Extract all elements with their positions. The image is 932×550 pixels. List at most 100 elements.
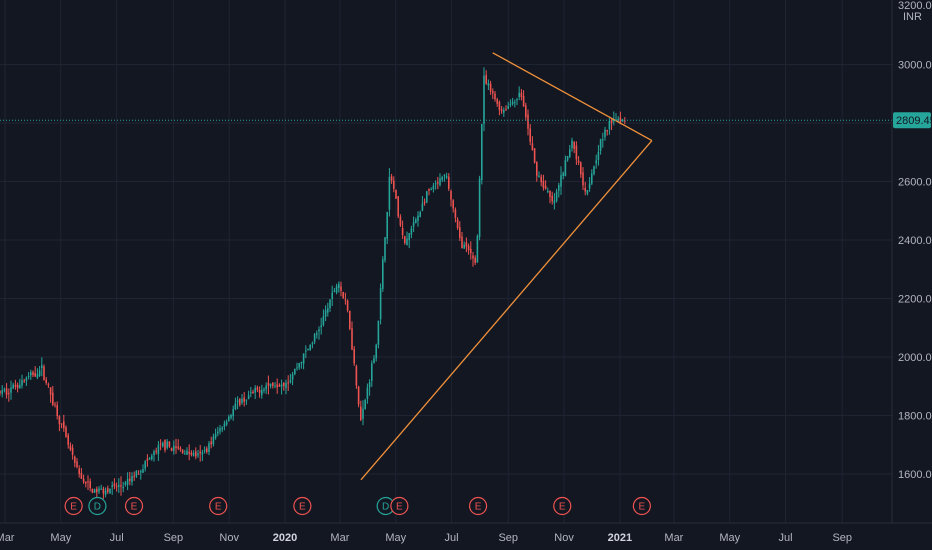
- candle-body: [188, 451, 190, 454]
- candle-body: [206, 448, 208, 453]
- event-marker-earnings[interactable]: E: [293, 496, 312, 516]
- candle-body: [586, 190, 589, 194]
- y-tick-label: 2000.00: [898, 352, 932, 364]
- candle-body: [85, 481, 87, 484]
- candle-body: [54, 404, 56, 406]
- candle-body: [219, 428, 221, 432]
- candle-body: [25, 377, 28, 381]
- candle-body: [287, 382, 289, 384]
- candle-body: [373, 358, 375, 364]
- candle-body: [177, 446, 179, 449]
- candle-body: [214, 433, 217, 438]
- candle-body: [428, 189, 430, 191]
- candle-body: [386, 212, 388, 239]
- candle-body: [47, 384, 50, 386]
- x-tick-label: Nov: [219, 532, 239, 544]
- candle-body: [93, 489, 96, 493]
- candle-body: [115, 485, 118, 488]
- event-marker-earnings[interactable]: E: [468, 496, 488, 516]
- x-tick-label: 2021: [608, 532, 632, 544]
- candle-body: [368, 382, 371, 388]
- current-price-tag: 2809.45: [893, 112, 932, 129]
- trendline-upper[interactable]: [492, 52, 653, 142]
- candle-body: [531, 143, 534, 151]
- candle-body: [450, 191, 452, 200]
- candle-body: [124, 482, 127, 485]
- candle-body: [239, 398, 241, 406]
- candle-body: [289, 380, 292, 383]
- earnings-marker-circle: [64, 496, 83, 516]
- trendline-lower[interactable]: [360, 140, 653, 481]
- earnings-marker-circle: [468, 496, 488, 516]
- candle-body: [441, 177, 443, 180]
- time-axis[interactable]: Mar May Jul Sep Nov 2020 Mar May Jul Sep Nov 2021 Ma…: [0, 532, 852, 544]
- earnings-marker-label: E: [639, 502, 646, 513]
- candle-body: [45, 379, 47, 384]
- candle-body: [516, 99, 518, 101]
- dividend-marker-label: D: [382, 502, 389, 513]
- candle-body: [562, 173, 564, 177]
- candle-body: [412, 222, 415, 227]
- candle-body: [120, 485, 122, 487]
- event-marker-earnings[interactable]: E: [64, 496, 83, 516]
- candle-body: [230, 414, 232, 418]
- candle-body: [307, 348, 309, 351]
- y-axis-top-label: 3200.00: [898, 0, 932, 12]
- candle-body: [49, 387, 52, 395]
- candle-body: [269, 383, 272, 387]
- candle-body: [210, 441, 212, 445]
- candle-body: [417, 215, 419, 221]
- candle-body: [514, 102, 516, 104]
- earnings-marker-circle: [209, 496, 228, 516]
- candle-body: [437, 182, 439, 184]
- candle-body: [241, 398, 243, 403]
- candle-body: [599, 139, 602, 151]
- candle-body: [104, 490, 107, 495]
- candle-body: [360, 406, 362, 420]
- candle-body: [258, 390, 261, 393]
- candle-body: [146, 458, 149, 461]
- event-marker-earnings[interactable]: E: [390, 496, 409, 516]
- candle-body: [0, 391, 1, 393]
- y-tick-label: 3000.00: [898, 60, 932, 72]
- candle-body: [584, 187, 586, 192]
- price-axis[interactable]: 3200.00 INR 1600.00 1800.00 2000.00 2200.00…: [898, 0, 932, 481]
- candle-body: [250, 392, 252, 394]
- candle-body: [175, 446, 177, 448]
- candle-body: [320, 325, 322, 328]
- x-tick-label: May: [385, 532, 406, 544]
- candle-body: [564, 160, 567, 176]
- candle-body: [331, 292, 333, 300]
- candle-body: [542, 180, 545, 188]
- event-marker-earnings[interactable]: E: [632, 496, 651, 516]
- x-tick-label: 2020: [273, 532, 297, 544]
- candle-body: [173, 445, 175, 451]
- candle-body: [375, 344, 377, 359]
- candle-body: [34, 372, 36, 377]
- candle-body: [522, 95, 525, 107]
- event-marker-earnings[interactable]: E: [209, 496, 228, 516]
- event-marker-dividend[interactable]: D: [88, 496, 107, 516]
- event-marker-earnings[interactable]: E: [553, 496, 572, 516]
- candle-body: [401, 228, 404, 236]
- candle-body: [461, 236, 463, 249]
- candle-body: [432, 185, 435, 190]
- candle-body: [201, 452, 204, 455]
- candle-body: [36, 374, 39, 378]
- event-marker-earnings[interactable]: E: [124, 496, 144, 516]
- candle-body: [463, 244, 465, 249]
- candle-body: [492, 91, 494, 94]
- candle-body: [296, 367, 298, 369]
- event-marker-dividend[interactable]: D: [376, 496, 395, 516]
- x-tick-label: Jul: [445, 532, 459, 544]
- candle-body: [71, 447, 74, 455]
- candle-body: [498, 101, 501, 110]
- candle-body: [540, 176, 542, 183]
- trendline-group[interactable]: [360, 52, 653, 481]
- candle-body: [527, 114, 529, 129]
- dividend-marker-label: D: [94, 502, 101, 513]
- candle-body: [593, 166, 595, 174]
- x-tick-label: May: [50, 532, 71, 544]
